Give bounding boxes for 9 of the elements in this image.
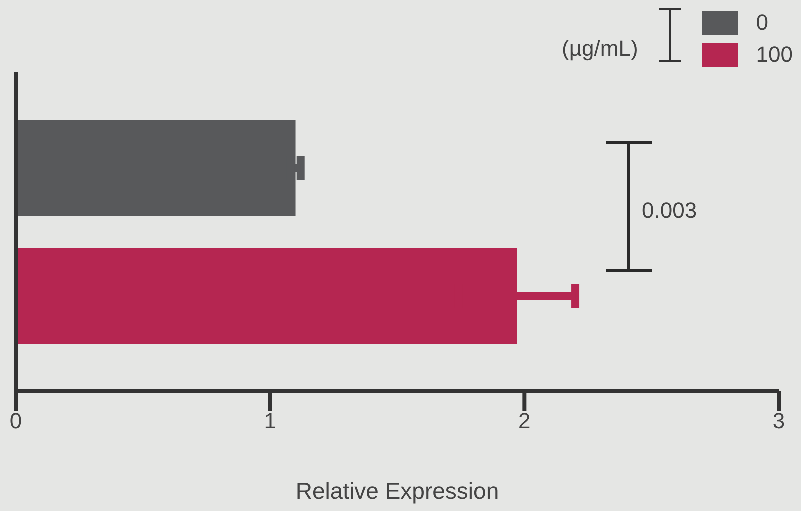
- legend-label: 100: [756, 42, 793, 68]
- x-tick-label: 0: [10, 408, 22, 434]
- x-tick-label: 1: [264, 408, 276, 434]
- x-axis-title: Relative Expression: [296, 478, 500, 504]
- x-tick-label: 2: [518, 408, 531, 434]
- legend-title: (µg/mL): [562, 36, 638, 62]
- x-tick-label: 3: [772, 408, 786, 434]
- annotation: 0.003: [642, 198, 698, 224]
- legend-label: 0: [756, 10, 769, 36]
